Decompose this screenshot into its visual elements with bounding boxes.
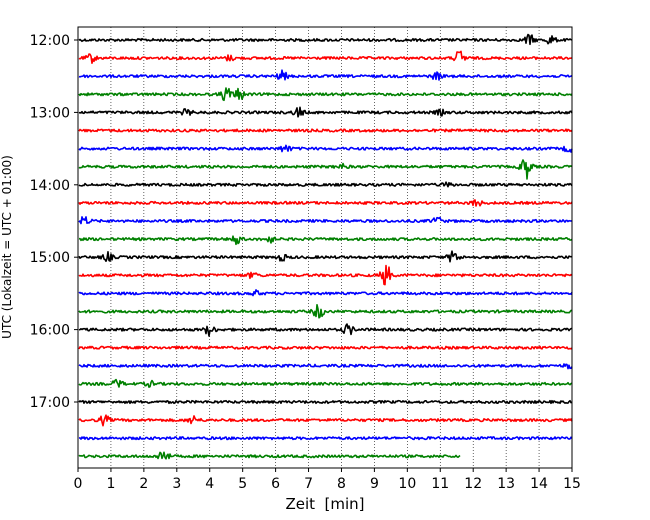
x-tick-label: 1	[106, 476, 115, 492]
trace-1645	[78, 378, 573, 388]
y-tick-label: 17:00	[30, 395, 70, 411]
trace-1745	[78, 451, 461, 460]
x-tick-label: 7	[304, 476, 313, 492]
trace-1545	[78, 303, 573, 319]
x-tick-label: 2	[139, 476, 148, 492]
y-tick-label: 14:00	[30, 178, 70, 194]
trace-1200	[78, 33, 573, 46]
plot-frame	[77, 26, 573, 469]
trace-1330	[78, 144, 573, 153]
y-tick-label: 12:00	[30, 33, 70, 49]
trace-1245	[78, 87, 573, 102]
trace-1300	[78, 106, 573, 118]
x-tick-label: 10	[398, 476, 416, 492]
x-tick-label: 14	[530, 476, 548, 492]
trace-1230	[78, 69, 573, 81]
y-tick-label: 13:00	[30, 105, 70, 121]
trace-1600	[78, 323, 573, 337]
y-axis-label: UTC (Lokalzeit = UTC + 01:00)	[0, 155, 14, 339]
y-tick-label: 16:00	[30, 323, 70, 339]
trace-1730	[78, 436, 573, 441]
x-axis: 0 1 2 3 4 5 6 7 8 9 10 11 12 13 14 15	[74, 468, 581, 492]
trace-1445	[78, 235, 573, 246]
x-tick-label: 12	[464, 476, 482, 492]
x-tick-label: 15	[563, 476, 581, 492]
x-tick-label: 11	[431, 476, 449, 492]
trace-1700	[78, 399, 573, 405]
y-tick-label: 15:00	[30, 250, 70, 266]
trace-1630	[78, 363, 573, 370]
trace-1215	[78, 50, 573, 65]
x-tick-label: 5	[238, 476, 247, 492]
x-tick-label: 4	[205, 476, 214, 492]
trace-1430	[78, 216, 573, 225]
x-tick-label: 0	[74, 476, 83, 492]
trace-1715	[78, 414, 573, 427]
trace-1530	[78, 289, 573, 297]
trace-1515	[78, 264, 573, 286]
x-tick-label: 13	[497, 476, 515, 492]
trace-1345	[78, 159, 573, 180]
x-tick-label: 9	[370, 476, 379, 492]
trace-1400	[78, 181, 573, 188]
x-tick-label: 8	[337, 476, 346, 492]
trace-1500	[78, 250, 573, 263]
x-axis-label: Zeit [min]	[285, 495, 364, 513]
y-axis: 12:00 13:00 14:00 15:00 16:00 17:00	[30, 33, 78, 411]
trace-1415	[78, 199, 573, 207]
x-tick-label: 3	[172, 476, 181, 492]
trace-1315	[78, 128, 573, 133]
x-tick-label: 6	[271, 476, 280, 492]
trace-group	[78, 33, 573, 460]
trace-1615	[78, 345, 573, 350]
